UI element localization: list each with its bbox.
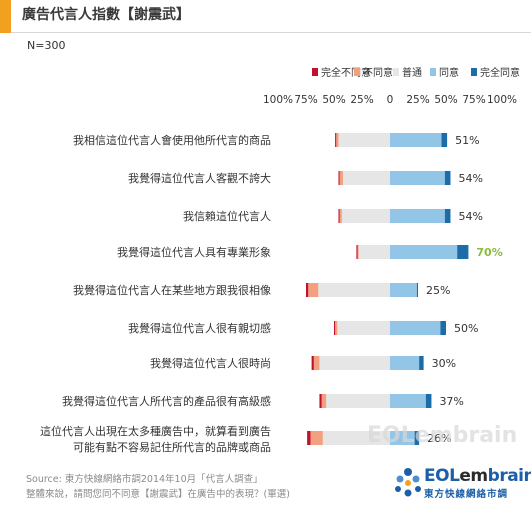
chart-rows: 我相信這位代言人會使用他所代言的商品 51% 我覺得這位代言人客觀不誇大 54% 我信賴… (40, 133, 517, 454)
strongly-agree-segment (441, 133, 448, 147)
title-divider (11, 32, 531, 33)
agree-segment (390, 321, 441, 335)
question-text: 整體來說，請問您同不同意【謝震武】在廣告中的表現？(單選) (26, 489, 290, 500)
strongly-agree-segment (444, 209, 451, 223)
strongly-disagree-segment (319, 394, 322, 408)
neutral-segment (326, 394, 390, 408)
x-tick-label: 50% (322, 94, 345, 106)
legend-swatch (471, 68, 477, 76)
agree-total-label: 37% (439, 395, 463, 408)
x-tick-label: 75% (294, 94, 317, 106)
agree-total-label: 25% (426, 284, 450, 297)
strongly-disagree-segment (334, 321, 336, 335)
strongly-agree-segment (440, 321, 446, 335)
strongly-disagree-segment (338, 171, 340, 185)
strongly-disagree-segment (335, 133, 337, 147)
strongly-disagree-segment (356, 245, 358, 259)
strongly-agree-segment (444, 171, 451, 185)
x-axis-ticks: 100% 75% 50% 25% 0 25% 50% 75% 100% (263, 94, 517, 106)
category-label: 我相信這位代言人會使用他所代言的商品 (73, 133, 271, 147)
neutral-segment (341, 209, 390, 223)
disagree-segment (339, 209, 342, 223)
agree-total-label: 54% (458, 210, 482, 223)
agree-segment (390, 245, 458, 259)
x-tick-label: 25% (406, 94, 429, 106)
neutral-segment (319, 356, 390, 370)
footer-source: Source: 東方快線網絡市調2014年10月「代言人調查」 整體來說，請問您… (26, 472, 290, 502)
agree-segment (390, 431, 415, 445)
logo-dots-icon (395, 468, 421, 497)
agree-segment (390, 356, 420, 370)
strongly-disagree-segment (311, 356, 314, 370)
disagree-segment (313, 356, 320, 370)
category-label-line: 可能有點不容易記住所代言的品牌或商品 (73, 440, 271, 454)
x-tick-label: 0 (387, 94, 394, 106)
watermark-text: EOLembrain (367, 423, 517, 448)
sample-size: N=300 (27, 39, 66, 52)
neutral-segment (322, 431, 390, 445)
disagree-segment (339, 171, 343, 185)
category-label: 我覺得這位代言人客觀不誇大 (128, 171, 271, 185)
x-tick-label: 25% (350, 94, 373, 106)
strongly-agree-segment (416, 283, 418, 297)
strongly-agree-segment (425, 394, 432, 408)
category-label: 我覺得這位代言人很時尚 (150, 356, 271, 370)
neutral-segment (337, 321, 390, 335)
strongly-agree-segment (414, 431, 420, 445)
strongly-agree-segment (457, 245, 469, 259)
strongly-disagree-segment (306, 283, 309, 297)
neutral-segment (342, 171, 390, 185)
agree-total-label: 54% (458, 172, 482, 185)
disagree-segment (336, 133, 339, 147)
logo-wordmark: EOLembrain (424, 466, 531, 486)
legend-swatch (393, 68, 399, 76)
strongly-disagree-segment (338, 209, 340, 223)
category-label: 我信賴這位代言人 (183, 209, 271, 223)
disagree-segment (310, 431, 323, 445)
disagree-segment (321, 394, 327, 408)
legend-label: 普通 (402, 66, 422, 79)
agree-total-label: 51% (455, 134, 479, 147)
strongly-agree-segment (419, 356, 424, 370)
legend-swatch (312, 68, 318, 76)
strongly-disagree-segment (307, 431, 311, 445)
page-title: 廣告代言人指數【謝震武】 (22, 7, 190, 23)
disagree-segment (308, 283, 319, 297)
x-tick-label: 100% (487, 94, 517, 106)
agree-total-label: 30% (432, 357, 456, 370)
agree-total-label: 26% (427, 432, 451, 445)
x-tick-label: 100% (263, 94, 293, 106)
agree-segment (390, 133, 442, 147)
legend-swatch (354, 68, 360, 76)
source-text: Source: 東方快線網絡市調2014年10月「代言人調查」 (26, 474, 263, 485)
neutral-segment (358, 245, 390, 259)
category-label: 我覺得這位代言人在某些地方跟我很相像 (73, 283, 271, 297)
disagree-segment (335, 321, 338, 335)
x-tick-label: 75% (462, 94, 485, 106)
category-label: 我覺得這位代言人具有專業形象 (117, 245, 271, 259)
agree-total-label: 50% (454, 322, 478, 335)
legend-swatch (430, 68, 436, 76)
x-tick-label: 50% (434, 94, 457, 106)
agree-segment (390, 171, 445, 185)
category-label-line: 這位代言人出現在太多種廣告中，就算看到廣告 (40, 424, 271, 438)
title-accent-bar (0, 0, 11, 33)
neutral-segment (338, 133, 390, 147)
category-label: 我覺得這位代言人很有親切感 (128, 321, 271, 335)
legend-label: 同意 (439, 66, 459, 79)
category-label: 這位代言人出現在太多種廣告中，就算看到廣告可能有點不容易記住所代言的品牌或商品 (40, 424, 271, 454)
agree-segment (390, 209, 445, 223)
agree-segment (390, 394, 426, 408)
legend-label: 完全同意 (480, 66, 520, 79)
neutral-segment (318, 283, 390, 297)
agree-total-label: 70% (476, 246, 502, 259)
agree-segment (390, 283, 417, 297)
category-label: 我覺得這位代言人所代言的產品很有高級感 (62, 394, 271, 408)
logo-subtitle: 東方快線網絡市調 (424, 489, 509, 500)
eolembrain-logo: EOLembrain 東方快線網絡市調 (394, 466, 531, 502)
legend-label: 不同意 (363, 66, 393, 79)
disagree-segment (357, 245, 359, 259)
